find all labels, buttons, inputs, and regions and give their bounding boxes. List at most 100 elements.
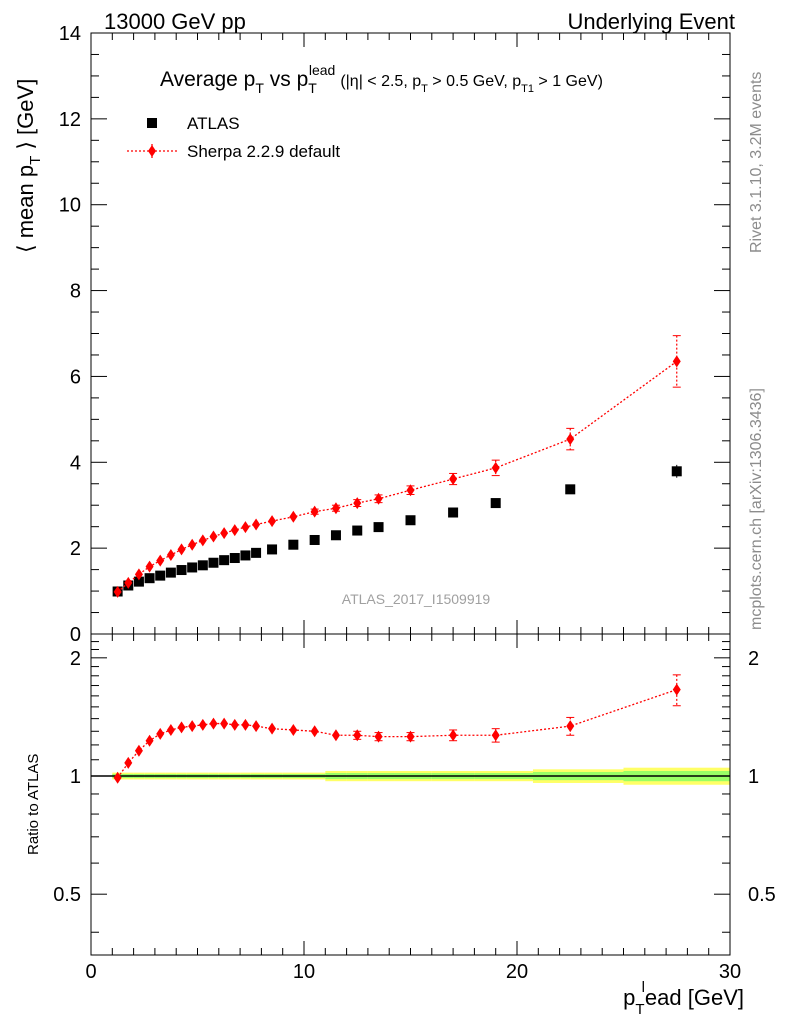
header-left: 13000 GeV pp [104,9,246,34]
atlas-data-point [176,565,187,576]
sherpa-data-point [672,355,681,368]
atlas-data-point [155,570,166,581]
header-right: Underlying Event [567,9,735,34]
atlas-data-point [240,550,251,561]
ratio-sherpa-point [353,729,362,742]
ratio-sherpa-point [124,756,133,769]
main-ticks: 0 2 4 6 8 10 12 14 [59,23,731,646]
sherpa-line [117,360,678,593]
ratio-ticks: 0 10 20 30 0.5 0.5 1 1 2 2 [53,634,776,983]
x-tick-label: 10 [293,961,315,983]
legend-label-atlas: ATLAS [187,114,240,133]
sherpa-data-point [491,461,500,474]
sherpa-data-point [289,510,298,523]
x-tick-label: 0 [85,961,96,983]
sherpa-data-point [268,515,277,528]
ratio-tick-label-left: 1 [70,766,81,788]
ratio-tick-label-right: 0.5 [748,884,776,906]
y-tick-label: 6 [70,366,81,388]
ratio-tick-label-left: 2 [70,648,81,670]
atlas-data-point [197,560,208,571]
sherpa-data-point [353,497,362,510]
chart-title: Average pT vs pTlead(|η| < 2.5, pT > 0.5… [160,62,603,96]
y-tick-label: 10 [59,195,81,217]
atlas-data-point [187,562,198,573]
title-main-a: Average p [160,68,255,91]
atlas-data-point [330,530,341,541]
ratio-frame [90,633,731,956]
title-cuts-c: > 1 GeV) [534,73,603,90]
ratio-tick-label-right: 1 [748,766,759,788]
atlas-data-point [352,525,363,536]
x-tick-label: 30 [719,961,741,983]
atlas-data-point [133,576,144,587]
y-tick-label: 0 [70,624,81,646]
y-axis-label-sub: T [27,156,44,165]
x-axis-label-sup: l [642,979,645,996]
legend-marker-sherpa [148,145,156,157]
ratio-sherpa-point [209,717,218,730]
ratio-tick-label-right: 2 [748,648,759,670]
ratio-sherpa-point [566,720,575,733]
atlas-data-point [219,555,230,566]
ratio-sherpa-point [188,720,197,733]
atlas-data-point [165,567,176,578]
atlas-data-point [144,573,155,584]
atlas-data-point [208,557,219,568]
ratio-plot-content [91,674,730,785]
sherpa-data-point [177,543,186,556]
legend-marker-atlas [147,118,157,128]
y-axis-label: ⟨ mean pT ⟩ [GeV] [13,79,44,253]
ratio-sherpa-point [252,720,261,733]
title-main-b-sub: T [308,80,317,96]
atlas-data-point [251,547,262,558]
x-tick-label: 20 [506,961,528,983]
ratio-sherpa-point [156,727,165,740]
title-cuts-a-sub: T [421,83,428,95]
ratio-panel: 0 10 20 30 0.5 0.5 1 1 2 2 Ratio to ATLAS [25,633,776,983]
atlas-data-point [309,534,320,545]
ratio-sherpa-point [134,744,143,757]
atlas-data-point [373,522,384,533]
y-tick-label: 8 [70,281,81,303]
y-tick-label: 2 [70,538,81,560]
legend: ATLAS Sherpa 2.2.9 default [127,114,340,161]
y-axis-label-a: ⟨ mean p [13,165,38,253]
y-tick-label: 12 [59,109,81,131]
mcplots-label: mcplots.cern.ch [arXiv:1306.3436] [748,388,765,630]
sherpa-data-point [209,530,218,543]
sherpa-data-point [230,524,239,537]
ratio-sherpa-point [230,718,239,731]
x-axis-label-a: p [623,985,635,1010]
ratio-sherpa-point [166,723,175,736]
main-plot-content [112,335,682,598]
sherpa-data-point [252,518,261,531]
x-axis-label-sub: T [635,1001,644,1018]
atlas-data-point [267,544,278,555]
sherpa-data-point [113,585,122,598]
ratio-sherpa-point [113,771,122,784]
legend-label-sherpa: Sherpa 2.2.9 default [187,142,340,161]
watermark: ATLAS_2017_I1509919 [342,591,491,607]
sherpa-data-point [566,433,575,446]
rivet-label: Rivet 3.1.10, 3.2M events [748,72,765,253]
sherpa-data-point [310,505,319,518]
ratio-sherpa-point [268,722,277,735]
ratio-y-axis-label: Ratio to ATLAS [25,754,42,855]
ratio-sherpa-point [198,718,207,731]
atlas-data-point [405,515,416,526]
y-tick-label: 14 [59,23,81,45]
title-main-b: vs p [264,68,308,91]
x-axis-label-b: ead [GeV] [645,985,744,1010]
ratio-sherpa-point [672,683,681,696]
atlas-data-point [565,484,576,495]
sherpa-data-point [166,549,175,562]
atlas-data-point [229,553,240,564]
ratio-sherpa-point [374,730,383,743]
title-cuts-b: > 0.5 GeV, p [428,73,521,90]
sherpa-data-point [124,576,133,589]
sherpa-data-point [374,492,383,505]
sherpa-data-point [145,560,154,573]
sherpa-data-point [220,527,229,540]
